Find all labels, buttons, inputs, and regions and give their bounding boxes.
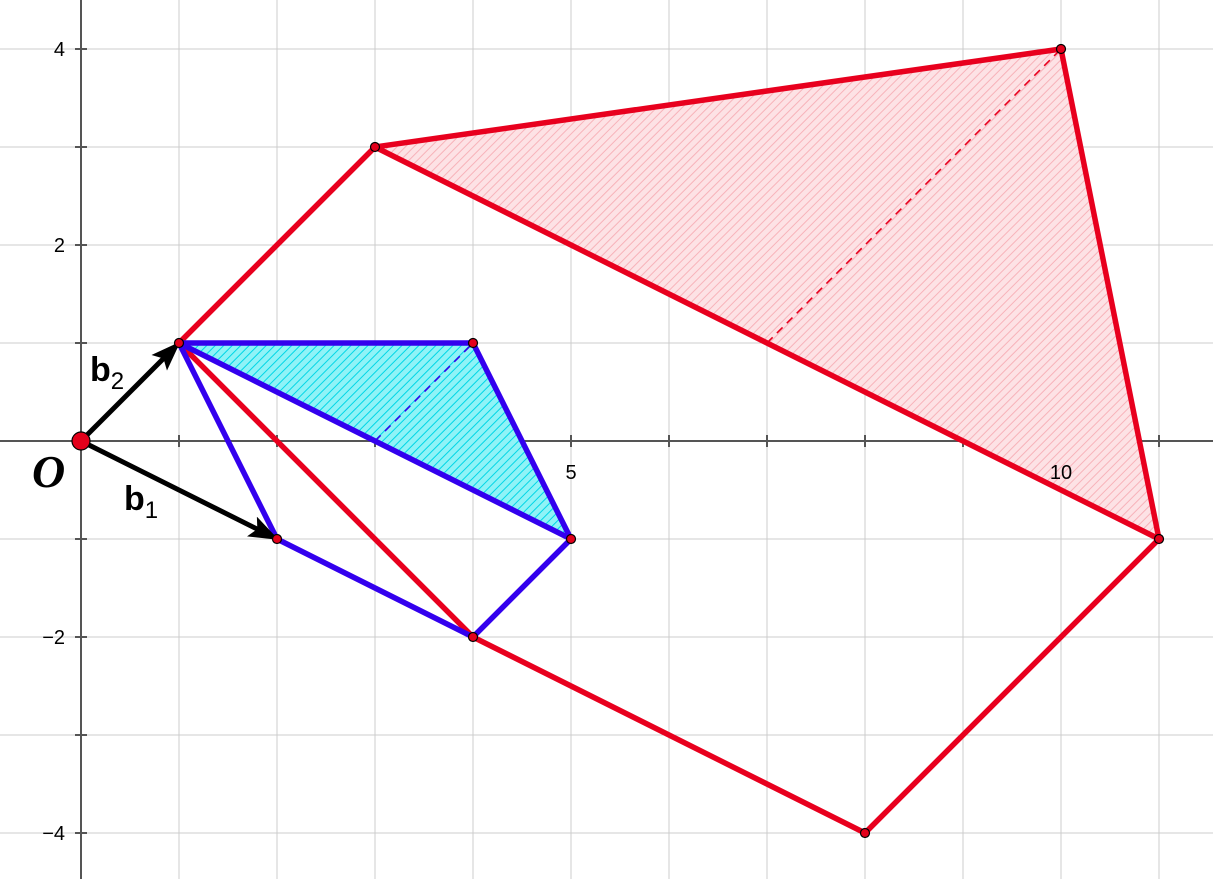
small-dashed-segment: [374, 342, 474, 442]
lattice-points: [71, 43, 1165, 839]
large-shaded-triangle: [375, 49, 1159, 539]
vector-subscript: 2: [111, 368, 124, 395]
y-tick-label: 2: [54, 235, 65, 257]
lattice-point: [1153, 533, 1165, 545]
lattice-point: [467, 337, 479, 349]
large-polygon-diagonal: [372, 144, 1162, 542]
origin-point: [71, 431, 91, 451]
y-tick-label: −4: [42, 823, 65, 845]
small-polygon-diagonal: [176, 340, 574, 542]
lattice-point: [1055, 43, 1067, 55]
lattice-point: [173, 337, 185, 349]
basis-vectors: [79, 341, 279, 542]
vector-name: b: [124, 480, 145, 518]
lattice-point: [271, 533, 283, 545]
vector-b2-label: b2: [90, 351, 124, 395]
vector-name: b: [90, 351, 111, 389]
vector-subscript: 1: [145, 497, 158, 524]
vector-b2-arrow: [79, 341, 181, 443]
origin-label: O: [32, 446, 65, 497]
y-tick-label: 4: [54, 39, 65, 61]
lattice-point: [859, 827, 871, 839]
x-tick-label: 10: [1050, 462, 1072, 484]
y-tick-label: −2: [42, 627, 65, 649]
small-polygon-outline: [176, 340, 574, 640]
lattice-point: [565, 533, 577, 545]
vector-b1-arrow: [79, 438, 279, 542]
lattice-point: [467, 631, 479, 643]
x-tick-label: 5: [565, 462, 576, 484]
lattice-point: [369, 141, 381, 153]
vector-b1-label: b1: [124, 480, 158, 524]
